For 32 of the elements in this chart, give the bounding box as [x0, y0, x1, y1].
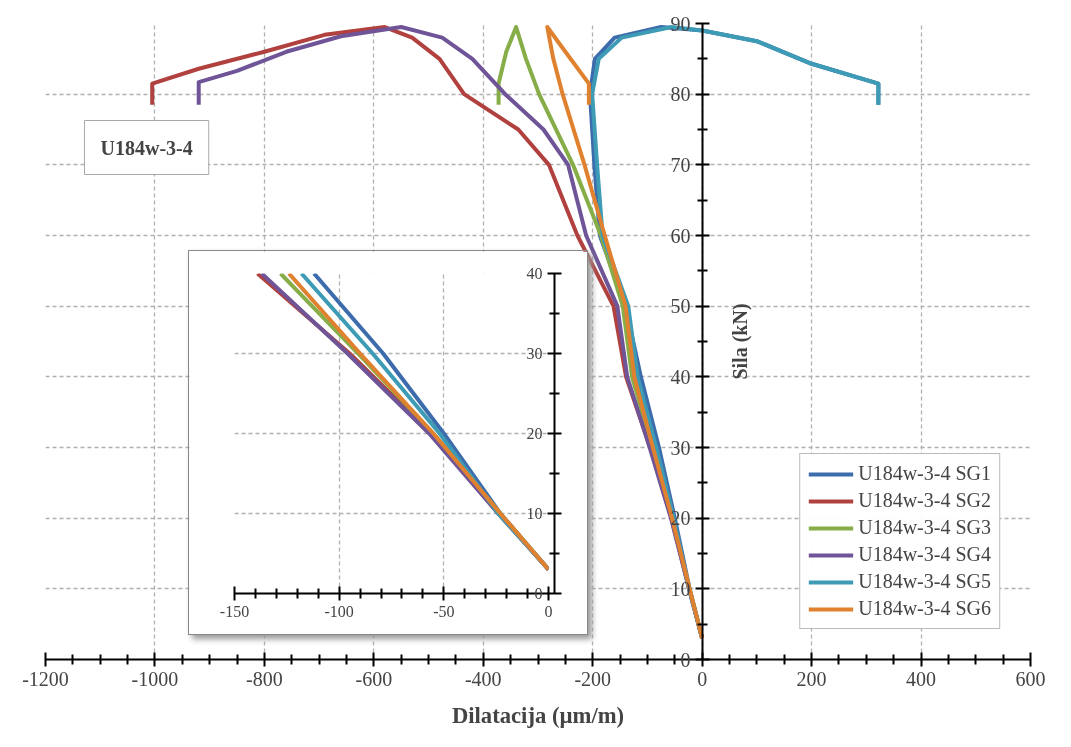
y-tick-label: 40: [526, 265, 543, 282]
legend-label: U184w-3-4 SG6: [858, 597, 991, 620]
x-tick-label: -150: [219, 602, 250, 620]
x-tick-label: -400: [464, 667, 502, 690]
x-tick-label: -50: [433, 602, 455, 620]
annotation: U184w-3-4: [100, 136, 193, 159]
y-tick-label: 40: [670, 365, 691, 388]
legend-label: U184w-3-4 SG1: [858, 462, 991, 485]
legend-label: U184w-3-4 SG2: [858, 489, 991, 512]
y-tick-label: 60: [670, 224, 691, 247]
legend-label: U184w-3-4 SG5: [858, 570, 991, 593]
y-tick-label: 80: [670, 83, 691, 106]
x-tick-label: 200: [796, 667, 827, 690]
x-tick-label: -200: [574, 667, 612, 690]
x-tick-label: -600: [355, 667, 393, 690]
x-tick-label: 0: [697, 667, 708, 690]
x-tick-label: -1200: [22, 667, 69, 690]
y-tick-label: 10: [526, 505, 543, 522]
y-tick-label: 20: [526, 425, 543, 442]
y-tick-label: 30: [526, 345, 543, 362]
x-tick-label: -800: [246, 667, 283, 690]
x-tick-label: -100: [324, 602, 354, 620]
x-tick-label: 600: [1015, 667, 1046, 690]
y-tick-label: 30: [670, 436, 691, 459]
x-axis-title: Dilatacija (µm/m): [451, 702, 625, 728]
y-tick-label: 50: [670, 295, 691, 318]
x-tick-label: 400: [906, 667, 937, 690]
x-tick-label: -1000: [131, 667, 179, 690]
legend-label: U184w-3-4 SG4: [858, 543, 991, 566]
legend-label: U184w-3-4 SG3: [858, 516, 991, 539]
y-axis-title: Sila (kN): [729, 303, 753, 380]
y-tick-label: 70: [670, 153, 691, 176]
